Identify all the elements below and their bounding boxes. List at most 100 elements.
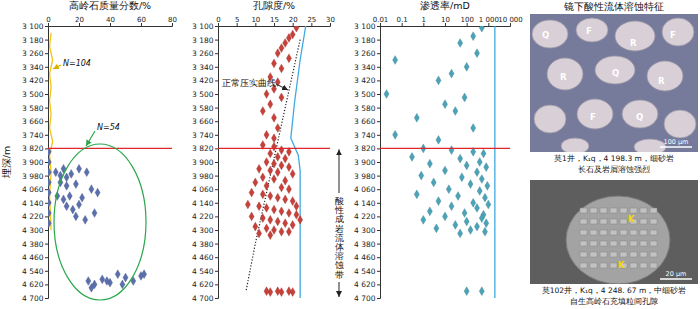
x-axis-tick: 15 (270, 16, 279, 27)
scatter-point (271, 159, 276, 168)
y-axis-tick-mark (45, 244, 48, 245)
x-axis-tick-label: 1 (422, 16, 426, 24)
y-axis-tick-mark (45, 94, 48, 95)
scatter-point (70, 205, 75, 214)
scatter-point (260, 190, 265, 199)
scatter-point (264, 130, 269, 139)
photo-background (530, 180, 698, 284)
x-axis-tick: 1 000 (479, 16, 499, 27)
y-axis-tick: 3 500 (192, 90, 218, 99)
scatter-point (279, 146, 284, 155)
x-axis-tick: 0.1 (397, 16, 408, 27)
annotation-arrow (276, 84, 288, 90)
kaolinite-plate (600, 208, 607, 213)
scatter-point (482, 193, 487, 202)
y-axis-tick-label: 3 900 (22, 158, 44, 167)
annotation: 正常压实曲线 (222, 78, 276, 88)
scatter-point (482, 227, 487, 236)
y-axis-tick-label: 3 820 (192, 144, 214, 153)
photo: KK20 μm莫102井，K₁q，4 248. 67 m，中细砂岩自生高岭石充填… (530, 180, 698, 306)
x-axis-tick-label: 100 (460, 16, 473, 24)
y-axis-tick-mark (377, 176, 380, 177)
kaolinite-plate (630, 263, 637, 268)
annotation: N=54 (97, 123, 120, 132)
x-axis-tick: 80 (168, 16, 177, 27)
scatter-point (294, 202, 299, 211)
kaolinite-plate (630, 241, 637, 246)
scatter-point (264, 158, 269, 167)
y-axis-tick-label: 4 460 (354, 253, 376, 262)
y-axis-tick: 3 500 (22, 90, 48, 99)
scatter-point (245, 200, 250, 209)
kaolinite-plate (640, 241, 647, 246)
y-axis: 3 1003 1803 2603 3403 4203 5003 5803 660… (192, 22, 218, 303)
scale-bar (660, 278, 692, 280)
photos: 镜下酸性流体溶蚀特征QFRFRQRFQ100 μm莫1井，K₁q，4 198.3… (530, 1, 698, 306)
y-axis-tick-mark (215, 67, 218, 68)
kaolinite-plate (650, 263, 657, 268)
y-axis-tick: 4 700 (192, 294, 218, 303)
y-axis-tick-label: 4 620 (22, 280, 44, 289)
x-axis-line (381, 23, 511, 27)
x-axis-tick: 20 (289, 16, 298, 27)
y-axis-tick: 3 980 (192, 172, 218, 181)
scatter-point (92, 209, 97, 218)
y-axis-tick-label: 3 100 (354, 22, 376, 31)
grain (647, 61, 683, 91)
y-axis-tick-label: 4 700 (192, 294, 214, 303)
x-axis-tick-label: 1 000 (479, 16, 499, 24)
x-axis-tick-label: 80 (168, 16, 177, 24)
y-axis-tick-mark (377, 26, 380, 27)
photo-label: K (628, 214, 635, 224)
y-axis-tick-label: 3 420 (192, 76, 214, 85)
x-axis-tick-label: 0.1 (397, 16, 408, 24)
scatter-point (474, 204, 479, 213)
y-axis-tick: 3 900 (354, 158, 380, 167)
y-axis-tick-label: 4 620 (192, 280, 214, 289)
y-axis-tick: 3 260 (192, 49, 218, 58)
scatter-point (468, 226, 473, 235)
y-axis-tick-mark (215, 26, 218, 27)
y-axis-tick: 3 900 (192, 158, 218, 167)
kaolinite-plate (610, 241, 617, 246)
y-axis-tick-label: 3 740 (354, 131, 376, 140)
scatter-point (53, 168, 58, 177)
kaolinite-plate (640, 219, 647, 224)
scatter-point (283, 176, 288, 185)
y-axis-tick-mark (377, 244, 380, 245)
y-axis-tick-mark (215, 257, 218, 258)
data-line (291, 26, 306, 298)
y-axis-tick-label: 4 620 (354, 280, 376, 289)
kaolinite-aggregate (566, 196, 670, 284)
y-axis-tick: 3 580 (354, 104, 380, 113)
kaolinite-plate (600, 230, 607, 235)
y-axis-tick: 3 260 (22, 49, 48, 58)
scatter-point (471, 124, 476, 133)
y-axis-tick-label: 4 300 (22, 226, 44, 235)
y-axis-tick: 3 660 (192, 117, 218, 126)
scatter-point (481, 149, 486, 158)
y-axis-tick-mark (215, 80, 218, 81)
y-axis-tick-label: 4 540 (354, 267, 376, 276)
y-axis-tick-mark (215, 244, 218, 245)
y-axis-tick-mark (377, 108, 380, 109)
y-axis-tick: 4 300 (354, 226, 380, 235)
photo-label: Q (636, 112, 643, 122)
scatter-point (479, 175, 484, 184)
scatter-point (279, 207, 284, 216)
grain (534, 105, 566, 133)
annotations: N=104N=54 (53, 59, 146, 300)
kaolinite-plate (580, 263, 587, 268)
y-axis-line (215, 27, 219, 299)
scatter-point (453, 221, 458, 230)
y-axis-tick: 4 220 (22, 212, 48, 221)
y-axis-tick-mark (377, 216, 380, 217)
y-axis-tick-label: 4 140 (22, 199, 44, 208)
scatter-point (275, 49, 280, 58)
y-axis-tick-mark (45, 148, 48, 149)
kaolinite-plate (640, 252, 647, 257)
kaolinite-plate (610, 208, 617, 213)
kaolinite-plate (620, 208, 627, 213)
y-axis-tick-mark (215, 40, 218, 41)
scatter-point (283, 195, 288, 204)
